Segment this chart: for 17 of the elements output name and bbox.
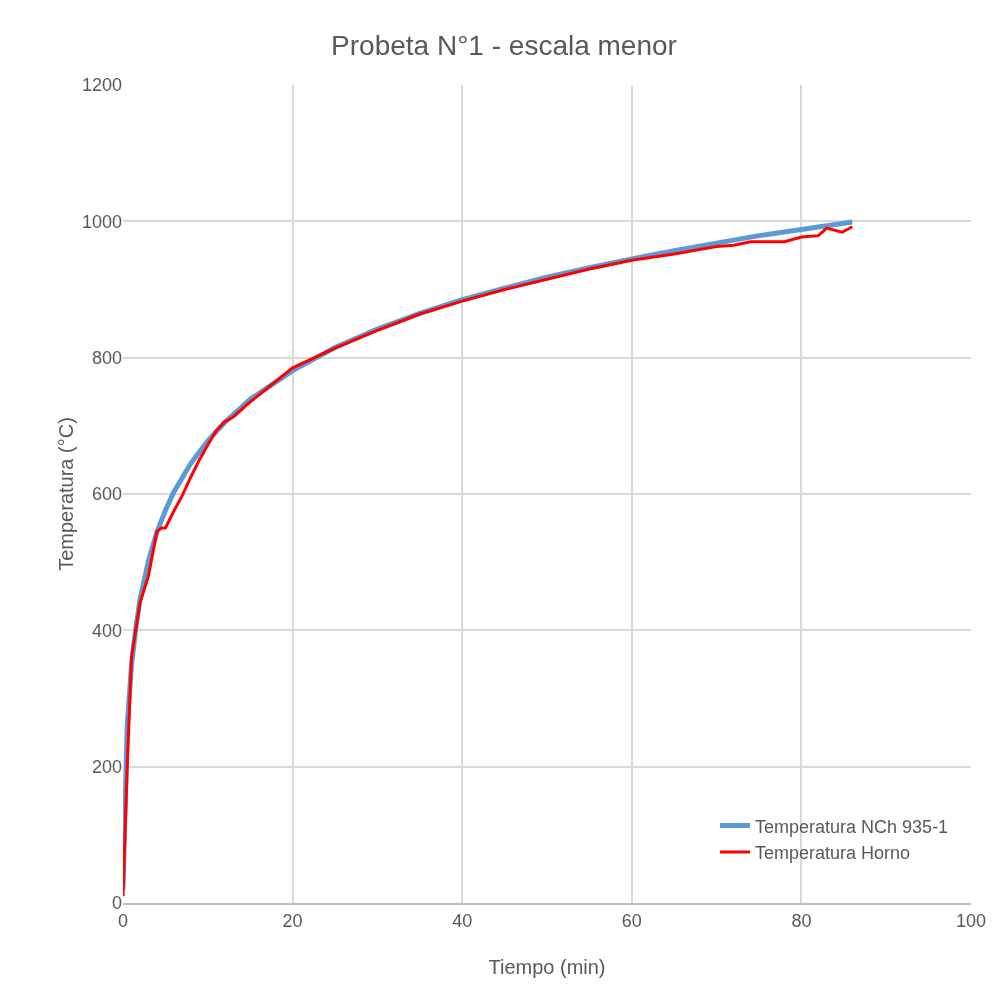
- y-tick-label: 800: [91, 347, 122, 368]
- x-tick-label: 80: [791, 910, 812, 931]
- legend-label: Temperatura Horno: [755, 842, 911, 863]
- y-tick-label: 400: [91, 620, 122, 641]
- y-tick-label: 0: [111, 893, 122, 914]
- x-tick-label: 100: [955, 910, 987, 931]
- x-tick-label: 60: [621, 910, 642, 931]
- y-tick-label: 1200: [81, 75, 122, 96]
- y-axis-title: Temperatura (°C): [55, 417, 77, 571]
- x-tick-label: 40: [452, 910, 473, 931]
- legend-label: Temperatura NCh 935-1: [755, 816, 949, 837]
- y-tick-label: 200: [91, 756, 122, 777]
- chart-title: Probeta N°1 - escala menor: [331, 29, 677, 61]
- y-tick-label: 1000: [81, 211, 122, 232]
- x-axis-title: Tiempo (min): [488, 956, 606, 978]
- y-tick-label: 600: [91, 484, 122, 505]
- x-tick-label: 20: [282, 910, 303, 931]
